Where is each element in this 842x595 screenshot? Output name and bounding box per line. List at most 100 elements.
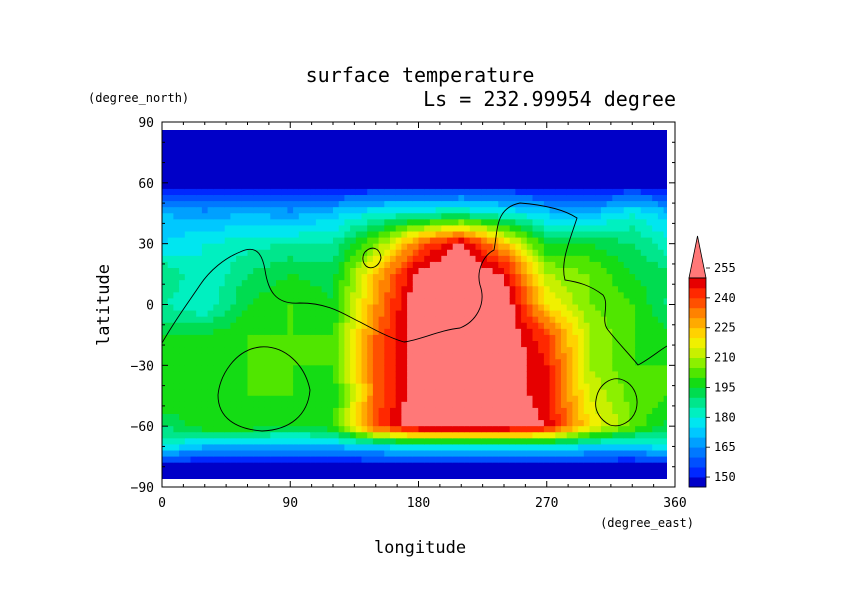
heatmap-cell — [452, 414, 459, 421]
heatmap-cell — [492, 383, 499, 391]
heatmap-cell — [469, 255, 477, 263]
heatmap-cell — [475, 316, 482, 324]
heatmap-cell — [355, 298, 363, 306]
heatmap-cell — [258, 225, 266, 233]
heatmap-cell — [338, 146, 345, 154]
heatmap-cell — [526, 426, 534, 433]
heatmap-cell — [486, 444, 494, 452]
heatmap-cell — [418, 304, 425, 312]
heatmap-cell — [264, 365, 271, 373]
heatmap-cell — [298, 468, 306, 476]
heatmap-cell — [201, 261, 209, 269]
heatmap-cell — [532, 274, 539, 281]
heatmap-cell — [504, 274, 511, 281]
heatmap-cell — [361, 468, 368, 476]
heatmap-cell — [276, 389, 283, 397]
heatmap-cell — [184, 170, 192, 178]
heatmap-cell — [207, 432, 214, 439]
heatmap-cell — [264, 261, 271, 269]
heatmap-cell — [555, 219, 562, 227]
heatmap-cell — [595, 268, 602, 275]
heatmap-cell — [355, 401, 363, 409]
heatmap-cell — [230, 292, 237, 300]
heatmap-cell — [230, 225, 237, 233]
heatmap-cell — [435, 152, 442, 160]
heatmap-cell — [367, 395, 374, 403]
heatmap-cell — [572, 268, 579, 275]
heatmap-cell — [207, 334, 214, 342]
heatmap-cell — [561, 334, 568, 342]
heatmap-cell — [447, 462, 454, 470]
heatmap-cell — [504, 432, 511, 439]
heatmap-cell — [276, 347, 283, 354]
heatmap-cell — [264, 237, 271, 245]
heatmap-cell — [281, 456, 288, 464]
heatmap-cell — [384, 322, 391, 330]
heatmap-cell — [338, 450, 345, 458]
heatmap-cell — [572, 474, 579, 479]
heatmap-cell — [230, 371, 237, 379]
heatmap-cell — [549, 334, 556, 342]
heatmap-cell — [213, 170, 220, 178]
heatmap-cell — [270, 371, 277, 379]
heatmap-cell — [372, 219, 380, 227]
heatmap-cell — [515, 134, 522, 141]
heatmap-cell — [532, 444, 539, 452]
heatmap-cell — [469, 444, 477, 452]
heatmap-cell — [418, 377, 425, 385]
heatmap-cell — [304, 438, 311, 446]
heatmap-cell — [270, 207, 277, 214]
heatmap-cell — [304, 249, 311, 257]
heatmap-cell — [538, 432, 545, 439]
heatmap-cell — [447, 438, 454, 446]
heatmap-cell — [390, 286, 397, 293]
heatmap-cell — [429, 322, 437, 330]
heatmap-cell — [572, 195, 579, 202]
heatmap-cell — [264, 310, 271, 318]
heatmap-cell — [287, 341, 294, 348]
heatmap-cell — [241, 182, 249, 190]
heatmap-cell — [464, 426, 471, 433]
heatmap-cell — [310, 407, 317, 415]
heatmap-cell — [526, 474, 534, 479]
heatmap-cell — [452, 146, 459, 154]
heatmap-cell — [219, 468, 226, 476]
heatmap-cell — [538, 389, 545, 397]
heatmap-cell — [213, 219, 220, 227]
heatmap-cell — [566, 468, 573, 476]
heatmap-cell — [230, 353, 237, 360]
heatmap-cell — [469, 334, 477, 342]
heatmap-cell — [504, 359, 511, 366]
heatmap-cell — [310, 219, 317, 227]
heatmap-cell — [618, 322, 625, 330]
heatmap-cell — [618, 130, 625, 135]
heatmap-cell — [167, 152, 174, 160]
heatmap-cell — [418, 365, 425, 373]
heatmap-cell — [435, 213, 442, 220]
heatmap-cell — [424, 444, 431, 452]
heatmap-cell — [276, 450, 283, 458]
heatmap-cell — [435, 407, 442, 415]
heatmap-cell — [498, 377, 505, 385]
heatmap-cell — [338, 182, 345, 190]
heatmap-cell — [287, 268, 294, 275]
heatmap-cell — [241, 328, 249, 336]
heatmap-cell — [264, 219, 271, 227]
heatmap-cell — [304, 201, 311, 208]
heatmap-cell — [583, 377, 591, 385]
heatmap-cell — [561, 201, 568, 208]
heatmap-cell — [441, 134, 448, 141]
heatmap-cell — [264, 201, 271, 208]
heatmap-cell — [219, 268, 226, 275]
heatmap-cell — [321, 140, 328, 147]
heatmap-cell — [543, 383, 551, 391]
heatmap-cell — [538, 140, 545, 147]
heatmap-cell — [509, 298, 516, 306]
heatmap-cell — [219, 164, 226, 172]
heatmap-cell — [310, 462, 317, 470]
heatmap-cell — [367, 188, 374, 196]
heatmap-cell — [629, 341, 636, 348]
heatmap-cell — [327, 219, 334, 227]
heatmap-cell — [441, 280, 448, 287]
heatmap-cell — [618, 334, 625, 342]
